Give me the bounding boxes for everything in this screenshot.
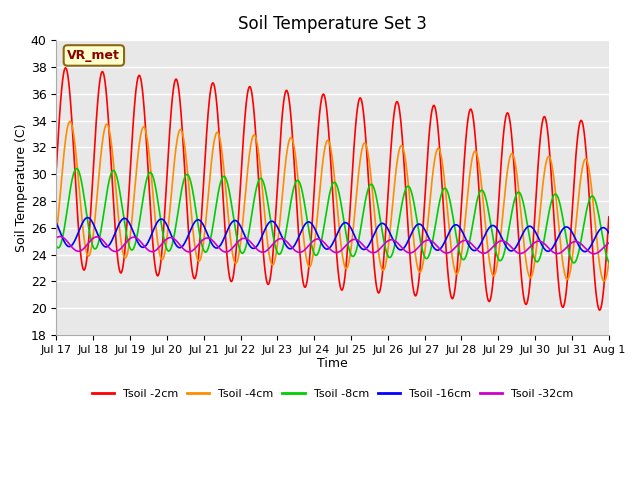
Tsoil -4cm	[589, 197, 596, 203]
Tsoil -2cm	[596, 307, 604, 313]
Tsoil -2cm	[61, 65, 69, 71]
Tsoil -8cm	[589, 193, 597, 199]
Tsoil -8cm	[52, 243, 60, 249]
Tsoil -2cm	[589, 250, 596, 256]
Tsoil -32cm	[589, 251, 597, 257]
Tsoil -4cm	[66, 119, 74, 124]
Tsoil -8cm	[307, 238, 314, 243]
Tsoil -32cm	[52, 235, 60, 241]
Tsoil -4cm	[307, 263, 314, 268]
Tsoil -32cm	[590, 251, 598, 257]
Tsoil -32cm	[488, 245, 495, 251]
Y-axis label: Soil Temperature (C): Soil Temperature (C)	[15, 123, 28, 252]
Line: Tsoil -2cm: Tsoil -2cm	[56, 68, 609, 310]
Title: Soil Temperature Set 3: Soil Temperature Set 3	[238, 15, 427, 33]
Tsoil -32cm	[321, 241, 329, 247]
Tsoil -2cm	[605, 214, 612, 220]
Tsoil -4cm	[589, 199, 597, 205]
Tsoil -16cm	[589, 239, 597, 244]
Tsoil -32cm	[605, 240, 612, 246]
Tsoil -8cm	[589, 194, 597, 200]
Tsoil -32cm	[307, 240, 314, 246]
Tsoil -16cm	[84, 215, 92, 220]
Tsoil -2cm	[81, 266, 89, 272]
Tsoil -4cm	[52, 230, 60, 236]
Tsoil -16cm	[307, 220, 314, 226]
Tsoil -16cm	[52, 220, 60, 226]
Tsoil -32cm	[81, 244, 89, 250]
Text: VR_met: VR_met	[67, 49, 120, 62]
Tsoil -2cm	[52, 165, 60, 170]
Tsoil -2cm	[488, 290, 495, 296]
Tsoil -16cm	[321, 246, 329, 252]
Tsoil -2cm	[321, 96, 329, 102]
Tsoil -4cm	[488, 270, 495, 276]
Tsoil -2cm	[307, 243, 314, 249]
Tsoil -4cm	[605, 260, 612, 265]
Line: Tsoil -8cm: Tsoil -8cm	[56, 168, 609, 263]
Tsoil -8cm	[605, 259, 612, 265]
Tsoil -8cm	[81, 199, 89, 205]
Tsoil -4cm	[81, 241, 89, 247]
Tsoil -16cm	[81, 216, 88, 222]
Tsoil -8cm	[321, 216, 329, 221]
X-axis label: Time: Time	[317, 358, 348, 371]
Tsoil -16cm	[581, 249, 589, 254]
Tsoil -8cm	[488, 227, 495, 232]
Tsoil -4cm	[600, 278, 608, 284]
Tsoil -16cm	[488, 223, 495, 228]
Line: Tsoil -4cm: Tsoil -4cm	[56, 121, 609, 281]
Tsoil -32cm	[56, 234, 64, 240]
Tsoil -4cm	[321, 143, 329, 149]
Tsoil -16cm	[589, 238, 597, 244]
Line: Tsoil -32cm: Tsoil -32cm	[56, 237, 609, 254]
Line: Tsoil -16cm: Tsoil -16cm	[56, 217, 609, 252]
Tsoil -32cm	[589, 251, 596, 256]
Tsoil -8cm	[73, 166, 81, 171]
Legend: Tsoil -2cm, Tsoil -4cm, Tsoil -8cm, Tsoil -16cm, Tsoil -32cm: Tsoil -2cm, Tsoil -4cm, Tsoil -8cm, Tsoi…	[88, 384, 578, 403]
Tsoil -2cm	[589, 254, 597, 260]
Tsoil -16cm	[605, 230, 612, 236]
Tsoil -8cm	[570, 260, 578, 266]
